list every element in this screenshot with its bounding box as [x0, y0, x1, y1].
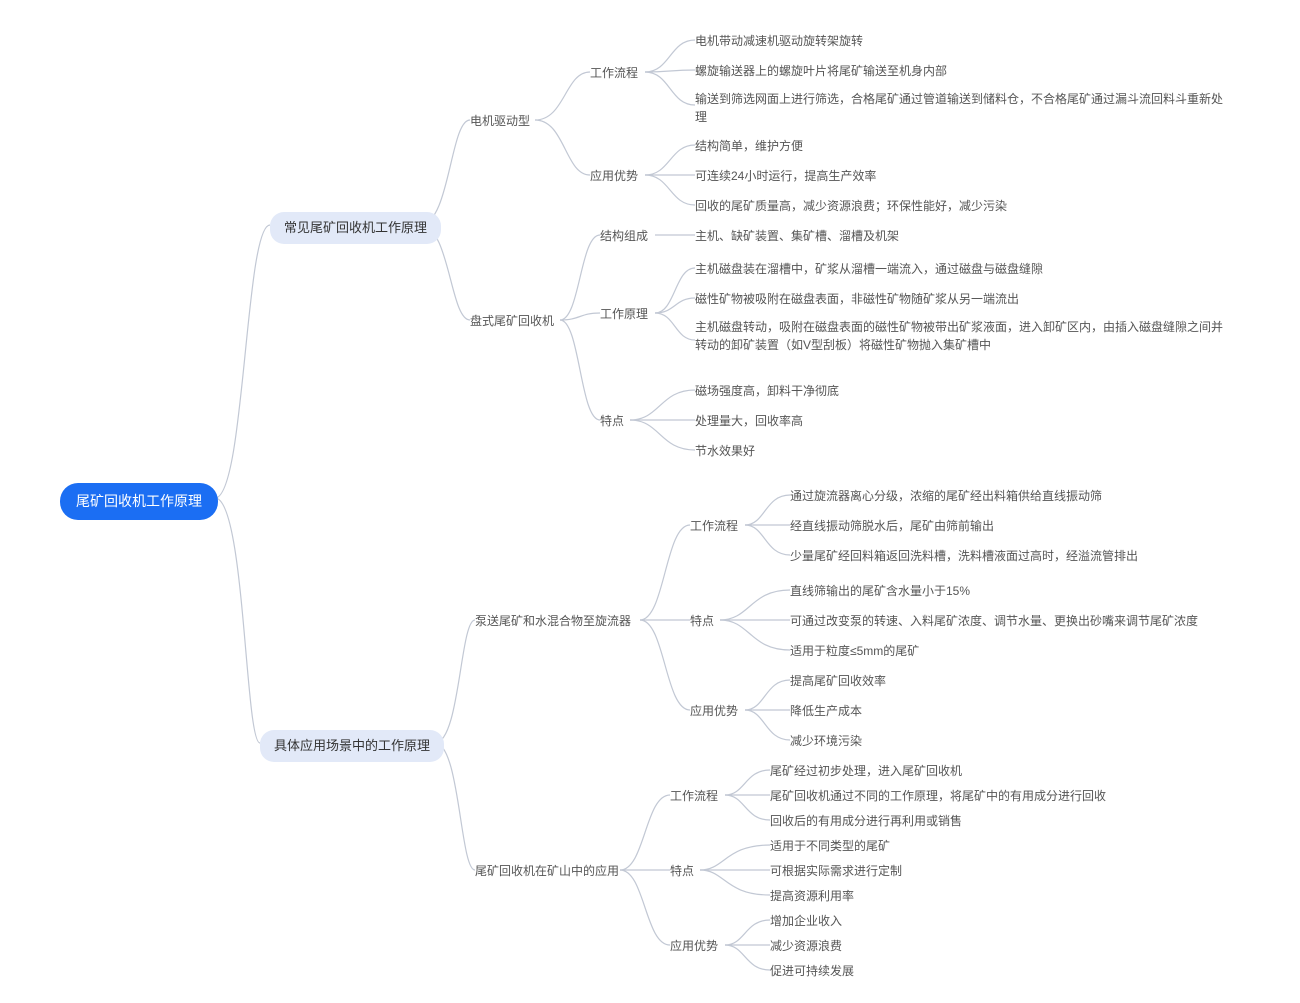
branch-application[interactable]: 具体应用场景中的工作原理	[260, 730, 444, 762]
leaf: 电机带动减速机驱动旋转架旋转	[695, 32, 863, 50]
leaf: 适用于粒度≤5mm的尾矿	[790, 642, 919, 660]
leaf: 回收的尾矿质量高，减少资源浪费；环保性能好，减少污染	[695, 197, 1007, 215]
node-motor-workflow[interactable]: 工作流程	[590, 64, 638, 82]
leaf: 磁性矿物被吸附在磁盘表面，非磁性矿物随矿浆从另一端流出	[695, 290, 1019, 308]
leaf: 可通过改变泵的转速、入料尾矿浓度、调节水量、更换出砂嘴来调节尾矿浓度	[790, 612, 1198, 630]
node-disk-structure[interactable]: 结构组成	[600, 227, 648, 245]
node-pump-cyclone[interactable]: 泵送尾矿和水混合物至旋流器	[475, 612, 631, 630]
node-mine-feature[interactable]: 特点	[670, 862, 694, 880]
node-motor-advantage[interactable]: 应用优势	[590, 167, 638, 185]
leaf: 可连续24小时运行，提高生产效率	[695, 167, 876, 185]
leaf: 处理量大，回收率高	[695, 412, 803, 430]
branch-common[interactable]: 常见尾矿回收机工作原理	[270, 212, 441, 244]
leaf: 直线筛输出的尾矿含水量小于15%	[790, 582, 970, 600]
leaf: 提高尾矿回收效率	[790, 672, 886, 690]
node-pump-workflow[interactable]: 工作流程	[690, 517, 738, 535]
node-disk-recovery[interactable]: 盘式尾矿回收机	[470, 312, 554, 330]
leaf: 结构简单，维护方便	[695, 137, 803, 155]
root-node[interactable]: 尾矿回收机工作原理	[60, 483, 218, 520]
node-mine-workflow[interactable]: 工作流程	[670, 787, 718, 805]
leaf: 促进可持续发展	[770, 962, 854, 980]
leaf: 经直线振动筛脱水后，尾矿由筛前输出	[790, 517, 994, 535]
leaf: 主机、缺矿装置、集矿槽、溜槽及机架	[695, 227, 899, 245]
leaf: 减少资源浪费	[770, 937, 842, 955]
node-motor-drive[interactable]: 电机驱动型	[470, 112, 530, 130]
leaf: 降低生产成本	[790, 702, 862, 720]
node-disk-feature[interactable]: 特点	[600, 412, 624, 430]
leaf: 少量尾矿经回料箱返回洗料槽，洗料槽液面过高时，经溢流管排出	[790, 547, 1138, 565]
leaf: 通过旋流器离心分级，浓缩的尾矿经出料箱供给直线振动筛	[790, 487, 1102, 505]
node-disk-principle[interactable]: 工作原理	[600, 305, 648, 323]
leaf: 磁场强度高，卸料干净彻底	[695, 382, 839, 400]
node-pump-advantage[interactable]: 应用优势	[690, 702, 738, 720]
leaf: 适用于不同类型的尾矿	[770, 837, 890, 855]
leaf: 螺旋输送器上的螺旋叶片将尾矿输送至机身内部	[695, 62, 947, 80]
leaf: 节水效果好	[695, 442, 755, 460]
leaf: 提高资源利用率	[770, 887, 854, 905]
leaf: 主机磁盘装在溜槽中，矿浆从溜槽一端流入，通过磁盘与磁盘缝隙	[695, 260, 1043, 278]
node-pump-feature[interactable]: 特点	[690, 612, 714, 630]
leaf: 减少环境污染	[790, 732, 862, 750]
leaf: 输送到筛选网面上进行筛选，合格尾矿通过管道输送到储料仓，不合格尾矿通过漏斗流回料…	[695, 90, 1225, 126]
leaf: 可根据实际需求进行定制	[770, 862, 902, 880]
leaf: 增加企业收入	[770, 912, 842, 930]
node-mine-advantage[interactable]: 应用优势	[670, 937, 718, 955]
leaf: 回收后的有用成分进行再利用或销售	[770, 812, 962, 830]
node-mine-application[interactable]: 尾矿回收机在矿山中的应用	[475, 862, 619, 880]
leaf: 尾矿回收机通过不同的工作原理，将尾矿中的有用成分进行回收	[770, 787, 1106, 805]
leaf: 尾矿经过初步处理，进入尾矿回收机	[770, 762, 962, 780]
leaf: 主机磁盘转动，吸附在磁盘表面的磁性矿物被带出矿浆液面，进入卸矿区内，由插入磁盘缝…	[695, 318, 1225, 354]
